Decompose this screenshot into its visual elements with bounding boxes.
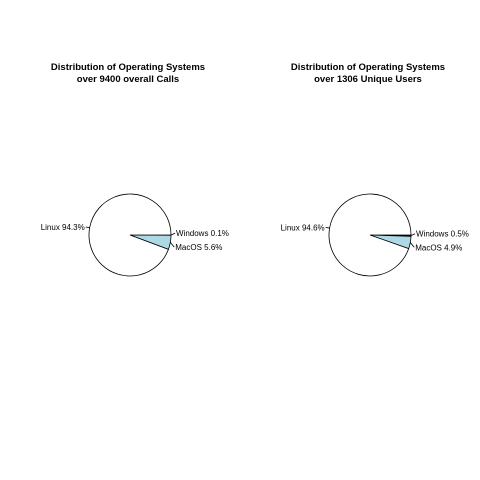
pie-label-windows: Windows 0.1%: [176, 229, 229, 238]
pie-slice-linux: [328, 193, 412, 277]
chart-title: Distribution of Operating Systems: [51, 62, 205, 73]
pie-label-linux: Linux 94.3%: [41, 223, 85, 232]
pie-label-macos: MacOS 4.9%: [415, 243, 462, 252]
pie-chart-calls: Distribution of Operating Systems over 9…: [41, 62, 229, 277]
pie-label-tick: [410, 233, 416, 237]
pie-label-tick: [409, 242, 415, 248]
chart-subtitle: over 9400 overall Calls: [77, 74, 179, 85]
pie-label-tick: [170, 232, 176, 236]
pie-label-tick: [325, 227, 330, 229]
pie-label-linux: Linux 94.6%: [281, 223, 325, 232]
pie-slice-linux: [88, 193, 172, 277]
chart-subtitle: over 1306 Unique Users: [314, 74, 422, 85]
pie-label-macos: MacOS 5.6%: [175, 243, 222, 252]
pie-label-tick: [85, 226, 90, 229]
pie-label-windows: Windows 0.5%: [416, 230, 469, 239]
pie-chart-users: Distribution of Operating Systems over 1…: [281, 62, 469, 277]
chart-title: Distribution of Operating Systems: [291, 62, 445, 73]
pie-label-tick: [170, 242, 175, 248]
